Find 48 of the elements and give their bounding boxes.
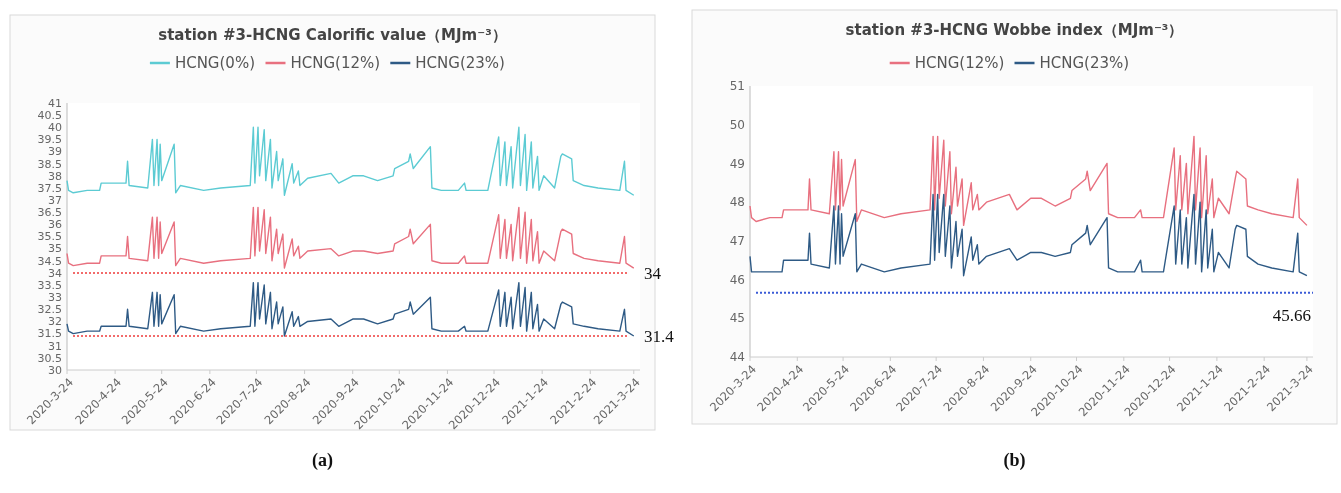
y-tick-label: 39.5 bbox=[37, 133, 62, 147]
ref-line-label: 45.66 bbox=[1272, 305, 1311, 325]
legend-label: HCNG(23%) bbox=[1039, 54, 1130, 72]
y-tick-label: 33 bbox=[48, 291, 62, 305]
line-series bbox=[66, 206, 635, 269]
y-tick-label: 38 bbox=[48, 169, 62, 183]
y-tick-label: 47 bbox=[729, 234, 745, 249]
y-tick-label: 31.5 bbox=[37, 327, 62, 341]
y-tick-label: 37.5 bbox=[37, 181, 62, 195]
legend-label: HCNG(0%) bbox=[174, 54, 256, 72]
line-series bbox=[749, 193, 1308, 277]
y-tick-label: 40 bbox=[48, 121, 62, 135]
y-tick-label: 34 bbox=[48, 266, 62, 280]
y-tick-label: 48 bbox=[729, 195, 745, 210]
y-tick-label: 40.5 bbox=[37, 108, 62, 122]
y-tick-label: 31 bbox=[48, 339, 62, 353]
y-tick-label: 38.5 bbox=[37, 157, 62, 171]
y-tick-label: 41 bbox=[48, 96, 62, 110]
chart-title: station #3-HCNG Calorific value（MJm⁻³） bbox=[158, 26, 507, 44]
line-series bbox=[66, 281, 635, 337]
y-tick-label: 32 bbox=[48, 315, 62, 329]
legend-label: HCNG(12%) bbox=[290, 54, 381, 72]
y-tick-label: 34.5 bbox=[37, 254, 62, 268]
y-tick-label: 45 bbox=[729, 311, 745, 326]
y-tick-label: 44 bbox=[729, 350, 745, 365]
text: (a) bbox=[312, 450, 333, 471]
y-tick-label: 37 bbox=[48, 193, 62, 207]
y-tick-label: 39 bbox=[48, 145, 62, 159]
y-tick-label: 36 bbox=[48, 218, 62, 232]
line-series bbox=[749, 135, 1308, 227]
legend-label: HCNG(23%) bbox=[415, 54, 505, 72]
legend-label: HCNG(12%) bbox=[914, 54, 1005, 72]
y-tick-label: 36.5 bbox=[37, 206, 62, 220]
ref-line-label: 31.4 bbox=[644, 326, 675, 346]
y-tick-label: 35.5 bbox=[37, 230, 62, 244]
y-tick-label: 50 bbox=[729, 117, 745, 132]
ref-line-label: 34 bbox=[644, 263, 662, 283]
line-series bbox=[66, 126, 635, 196]
y-tick-label: 49 bbox=[729, 156, 745, 171]
y-tick-label: 30.5 bbox=[37, 351, 62, 365]
y-tick-label: 33.5 bbox=[37, 278, 62, 292]
y-tick-label: 30 bbox=[48, 363, 62, 377]
chart-title: station #3-HCNG Wobbe index（MJm⁻³） bbox=[845, 21, 1184, 39]
y-tick-label: 51 bbox=[729, 79, 745, 94]
text: (b) bbox=[1003, 450, 1026, 471]
y-tick-label: 35 bbox=[48, 242, 62, 256]
y-tick-label: 46 bbox=[729, 272, 745, 287]
y-tick-label: 32.5 bbox=[37, 303, 62, 317]
